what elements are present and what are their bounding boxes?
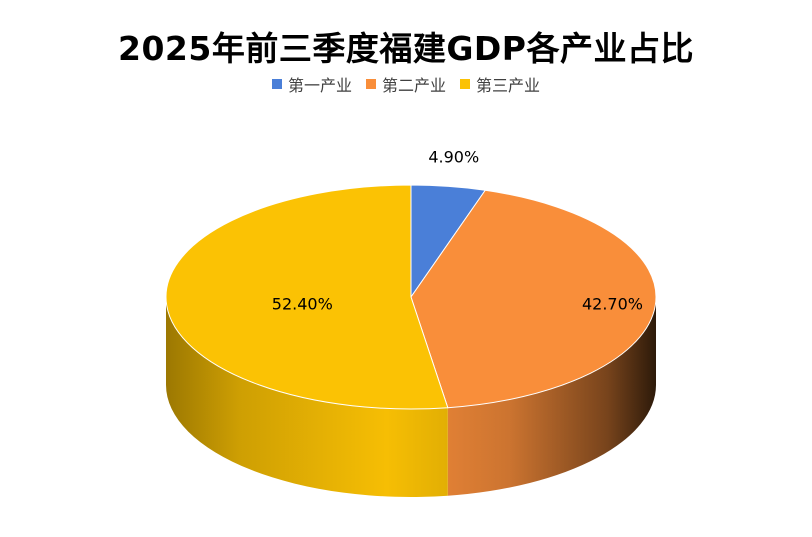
legend-swatch-tertiary xyxy=(460,79,470,89)
data-label-tertiary: 52.40% xyxy=(272,294,333,313)
legend: 第一产业 第二产业 第三产业 xyxy=(0,72,812,96)
pie-sides xyxy=(166,297,656,498)
legend-swatch-secondary xyxy=(365,79,376,89)
pie-side-tertiary xyxy=(166,297,448,498)
legend-item-secondary[interactable]: 第二产业 xyxy=(365,72,446,96)
pie-labels: 4.90% 42.70% 52.40% xyxy=(272,148,643,314)
legend-swatch-primary xyxy=(271,79,282,89)
legend-label-secondary: 第二产业 xyxy=(381,76,446,95)
legend-item-tertiary[interactable]: 第三产业 xyxy=(460,72,540,96)
pie-slice-secondary[interactable] xyxy=(410,189,657,409)
legend-item-primary[interactable]: 第一产业 xyxy=(271,72,352,96)
data-label-secondary: 42.70% xyxy=(582,295,643,314)
legend-label-tertiary: 第三产业 xyxy=(476,76,541,95)
pie-side-secondary xyxy=(447,297,656,496)
legend-label-primary: 第一产业 xyxy=(287,76,352,95)
pie-tops xyxy=(165,184,657,410)
data-label-primary: 4.90% xyxy=(428,148,479,167)
chart-title: 2025年前三季度福建GDP各产业占比 xyxy=(117,29,694,68)
pie-slice-tertiary[interactable] xyxy=(165,184,449,410)
